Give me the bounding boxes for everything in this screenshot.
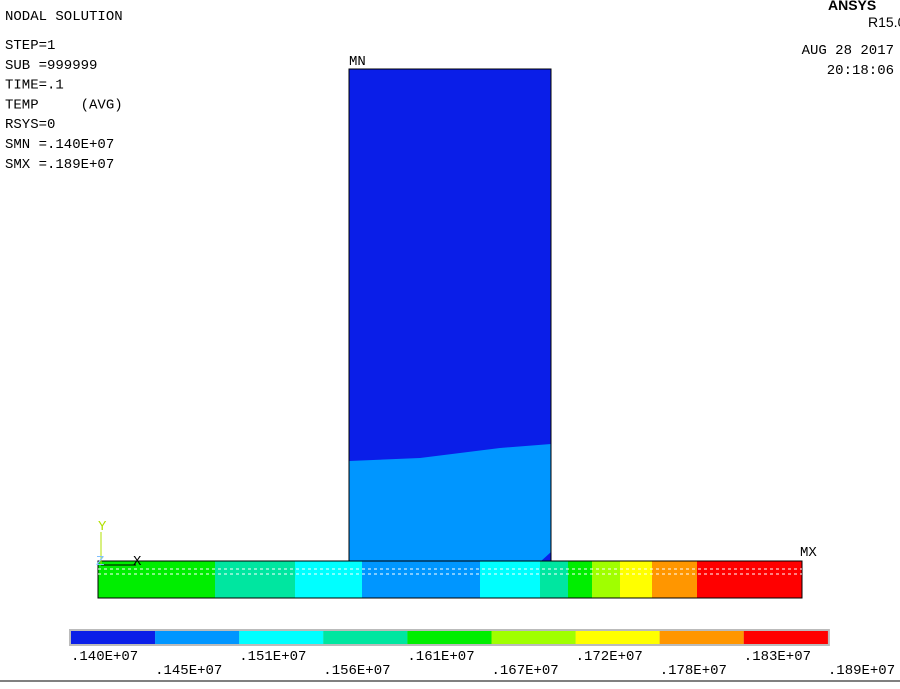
max-marker: MX bbox=[800, 545, 817, 561]
plate bbox=[97, 560, 803, 599]
band bbox=[652, 561, 697, 598]
legend-label: .189E+07 bbox=[828, 663, 895, 679]
legend: .140E+07 .145E+07 .151E+07 .156E+07 .161E+07… bbox=[69, 629, 895, 679]
info-line: RSYS=0 bbox=[5, 117, 55, 133]
legend-label: .161E+07 bbox=[407, 649, 474, 665]
band bbox=[480, 561, 540, 598]
legend-swatch bbox=[659, 631, 744, 644]
brand-name: ANSYS bbox=[828, 0, 876, 13]
legend-swatch bbox=[575, 631, 660, 644]
info-line: TEMP (AVG) bbox=[5, 97, 123, 113]
legend-label: .145E+07 bbox=[155, 663, 222, 679]
min-marker: MN bbox=[349, 54, 366, 70]
band bbox=[98, 561, 215, 598]
legend-label: .183E+07 bbox=[744, 649, 811, 665]
legend-label: .167E+07 bbox=[492, 663, 559, 679]
info-line: STEP=1 bbox=[5, 38, 55, 54]
band bbox=[697, 561, 802, 598]
legend-swatch bbox=[491, 631, 576, 644]
band bbox=[362, 561, 480, 598]
legend-swatch bbox=[239, 631, 324, 644]
date: AUG 28 2017 bbox=[802, 43, 894, 59]
time: 20:18:06 bbox=[827, 63, 894, 79]
legend-swatch bbox=[155, 631, 240, 644]
release: R15.0 bbox=[868, 14, 900, 30]
title: NODAL SOLUTION bbox=[5, 9, 123, 25]
band bbox=[295, 561, 362, 598]
axis-y-label: Y bbox=[98, 519, 107, 535]
axis-x-label: X bbox=[133, 554, 142, 570]
plate-outline bbox=[97, 560, 803, 599]
band bbox=[620, 561, 652, 598]
legend-label: .156E+07 bbox=[323, 663, 390, 679]
axis-z-label: Z bbox=[96, 554, 104, 570]
info-line: TIME=.1 bbox=[5, 78, 64, 94]
legend-label: .140E+07 bbox=[71, 649, 138, 665]
info-line: SMX =.189E+07 bbox=[5, 157, 114, 173]
info-line: SUB =999999 bbox=[5, 58, 97, 74]
legend-swatch bbox=[743, 631, 828, 644]
legend-swatch bbox=[71, 631, 156, 644]
info-line: SMN =.140E+07 bbox=[5, 137, 114, 153]
legend-swatch bbox=[323, 631, 408, 644]
band bbox=[540, 561, 568, 598]
band bbox=[592, 561, 620, 598]
band bbox=[215, 561, 295, 598]
band bbox=[568, 561, 592, 598]
legend-label: .172E+07 bbox=[576, 649, 643, 665]
legend-label: .178E+07 bbox=[660, 663, 727, 679]
legend-swatch bbox=[407, 631, 492, 644]
legend-label: .151E+07 bbox=[239, 649, 306, 665]
block-bottom bbox=[349, 444, 551, 562]
